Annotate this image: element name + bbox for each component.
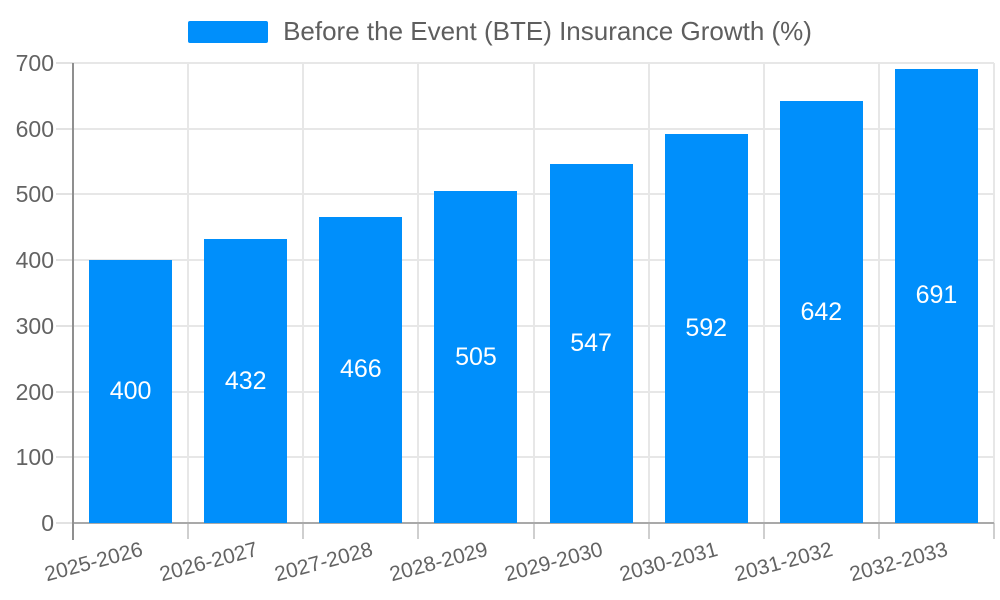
x-axis-tick: [647, 523, 650, 539]
bar-value-label: 642: [800, 297, 843, 326]
bar[interactable]: 432: [204, 239, 288, 523]
legend-label: Before the Event (BTE) Insurance Growth …: [283, 16, 812, 46]
bar[interactable]: 547: [549, 163, 633, 523]
y-axis-label: 400: [15, 247, 54, 274]
y-axis-tick: [56, 324, 73, 327]
y-axis-label: 300: [15, 312, 54, 339]
x-axis-tick: [762, 523, 765, 539]
y-axis-label: 600: [15, 115, 54, 142]
y-axis-line: [72, 63, 74, 540]
legend[interactable]: Before the Event (BTE) Insurance Growth …: [0, 16, 1000, 47]
y-axis-label: 200: [15, 378, 54, 405]
bar[interactable]: 400: [89, 260, 173, 523]
y-axis-label: 500: [15, 181, 54, 208]
y-axis-tick: [56, 193, 73, 196]
bar[interactable]: 466: [319, 216, 403, 523]
gridline-vertical: [417, 63, 420, 523]
gridline-vertical: [187, 63, 190, 523]
bar[interactable]: 691: [894, 68, 978, 523]
y-axis-tick: [56, 259, 73, 262]
gridline-vertical: [762, 63, 765, 523]
bar[interactable]: 592: [664, 133, 748, 523]
y-axis-tick: [56, 456, 73, 459]
y-axis-tick: [56, 390, 73, 393]
bar-value-label: 432: [224, 366, 267, 395]
bar-value-label: 466: [339, 355, 382, 384]
x-axis-tick: [877, 523, 880, 539]
bar-value-label: 400: [109, 377, 152, 406]
bar-value-label: 547: [570, 328, 612, 357]
bar-value-label: 691: [915, 281, 958, 310]
bar[interactable]: 642: [779, 101, 863, 523]
y-axis-label: 700: [15, 50, 54, 76]
y-axis-tick: [56, 127, 73, 130]
bar-value-label: 592: [685, 313, 728, 342]
x-axis-line: [73, 522, 994, 524]
gridline-vertical: [647, 63, 650, 523]
x-axis-tick: [532, 523, 535, 539]
x-axis-tick: [417, 523, 420, 539]
legend-swatch: [188, 20, 269, 43]
y-axis-tick: [56, 522, 73, 524]
gridline-vertical: [532, 63, 535, 523]
bar-value-label: 505: [455, 342, 497, 371]
gridline-vertical: [302, 63, 305, 523]
gridline-vertical: [877, 63, 880, 523]
y-axis-label: 100: [15, 444, 54, 471]
y-axis-tick: [56, 62, 73, 64]
x-axis-tick: [302, 523, 305, 539]
bar[interactable]: 505: [434, 191, 518, 523]
gridline-vertical: [993, 63, 995, 523]
y-axis-label: 0: [41, 510, 54, 536]
x-axis-tick: [993, 523, 995, 539]
x-axis-tick: [187, 523, 190, 539]
